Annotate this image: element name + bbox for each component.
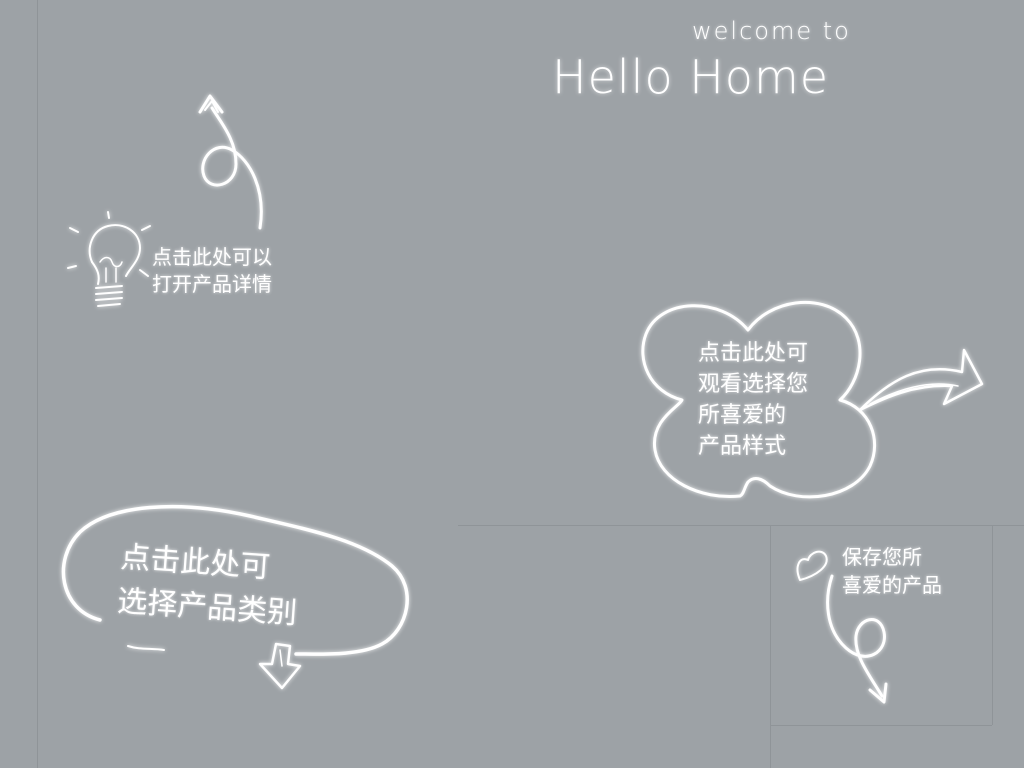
hint-line: 观看选择您 xyxy=(698,372,809,397)
hint-line: 喜爱的产品 xyxy=(842,573,942,597)
page-title: Hello Home xyxy=(552,50,830,104)
hint-line: 打开产品详情 xyxy=(152,272,272,296)
lightbulb-icon xyxy=(67,211,151,307)
divider-right-panel-bottom xyxy=(770,725,992,726)
hint-view-style[interactable]: 点击此处可 观看选择您 所喜爱的 产品样式 xyxy=(698,338,808,462)
hint-line: 产品样式 xyxy=(698,434,787,459)
welcome-text: welcome to xyxy=(692,17,851,45)
pill-tail xyxy=(127,645,165,651)
hint-line: 点击此处可以 xyxy=(152,245,272,269)
curly-arrow-down-icon xyxy=(826,574,888,704)
divider-middle xyxy=(458,525,1024,526)
divider-right-edge xyxy=(992,525,993,725)
heart-icon xyxy=(796,550,828,581)
pill-outline xyxy=(61,504,409,656)
arrow-right-icon xyxy=(858,348,984,412)
curly-arrow-up-icon xyxy=(198,94,263,230)
divider-right-panel xyxy=(770,525,771,768)
hint-line: 所喜爱的 xyxy=(698,403,787,428)
hint-category[interactable]: 点击此处可 选择产品类别 xyxy=(116,536,302,636)
arrow-down-icon xyxy=(258,642,302,690)
hint-line: 点击此处可 xyxy=(698,341,809,366)
hint-line: 保存您所 xyxy=(842,545,922,569)
hint-product-detail[interactable]: 点击此处可以 打开产品详情 xyxy=(152,244,272,298)
cloud-outline xyxy=(641,300,876,499)
divider-left xyxy=(37,0,38,768)
hint-save-favorite[interactable]: 保存您所 喜爱的产品 xyxy=(842,543,942,599)
